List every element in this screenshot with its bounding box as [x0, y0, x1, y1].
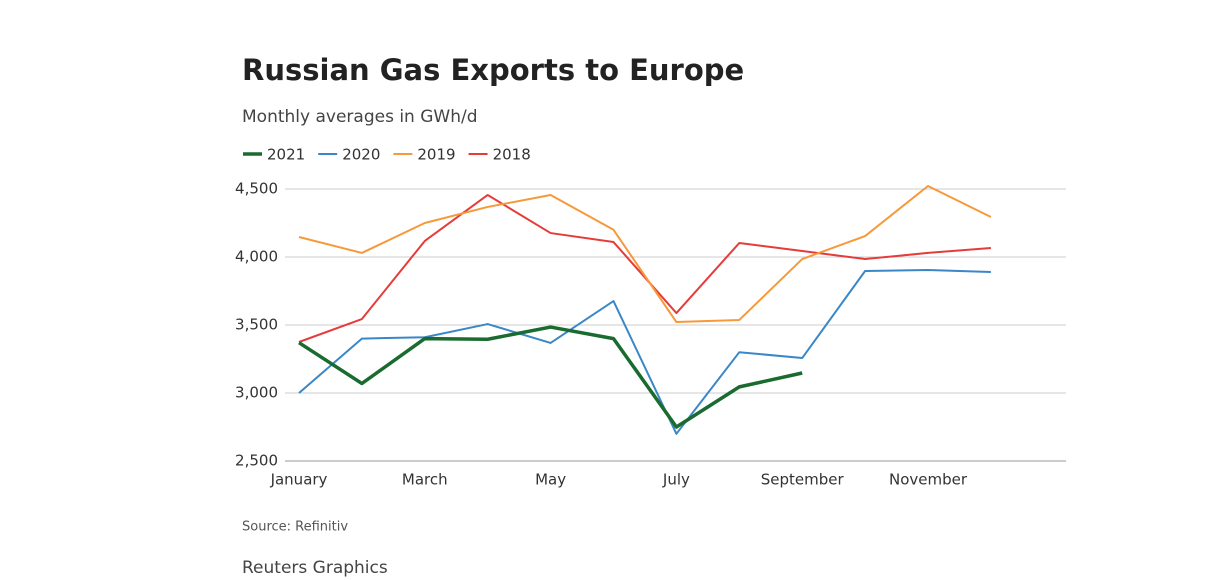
x-tick-label: May — [535, 471, 566, 489]
series-line — [298, 269, 991, 435]
x-tick-label: January — [270, 471, 328, 489]
x-tick-label: March — [402, 471, 448, 489]
y-tick-label: 4,000 — [235, 248, 278, 266]
legend-label: 2021 — [267, 146, 305, 164]
series-line — [298, 185, 992, 324]
y-tick-label: 3,000 — [235, 384, 278, 402]
y-tick-label: 4,500 — [235, 180, 278, 198]
chart-subtitle: Monthly averages in GWh/d — [242, 107, 478, 127]
legend-label: 2018 — [493, 146, 531, 164]
x-tick-label: November — [889, 471, 968, 489]
series-line — [298, 325, 803, 429]
series-line — [298, 193, 991, 343]
legend-label: 2019 — [417, 146, 455, 164]
y-tick-label: 2,500 — [235, 452, 278, 470]
y-tick-label: 3,500 — [235, 316, 278, 334]
credit: Reuters Graphics — [242, 558, 388, 578]
chart-title: Russian Gas Exports to Europe — [242, 53, 744, 87]
x-tick-label: July — [662, 471, 690, 489]
x-tick-label: September — [761, 471, 845, 489]
legend-label: 2020 — [342, 146, 380, 164]
source: Source: Refinitiv — [242, 520, 348, 535]
